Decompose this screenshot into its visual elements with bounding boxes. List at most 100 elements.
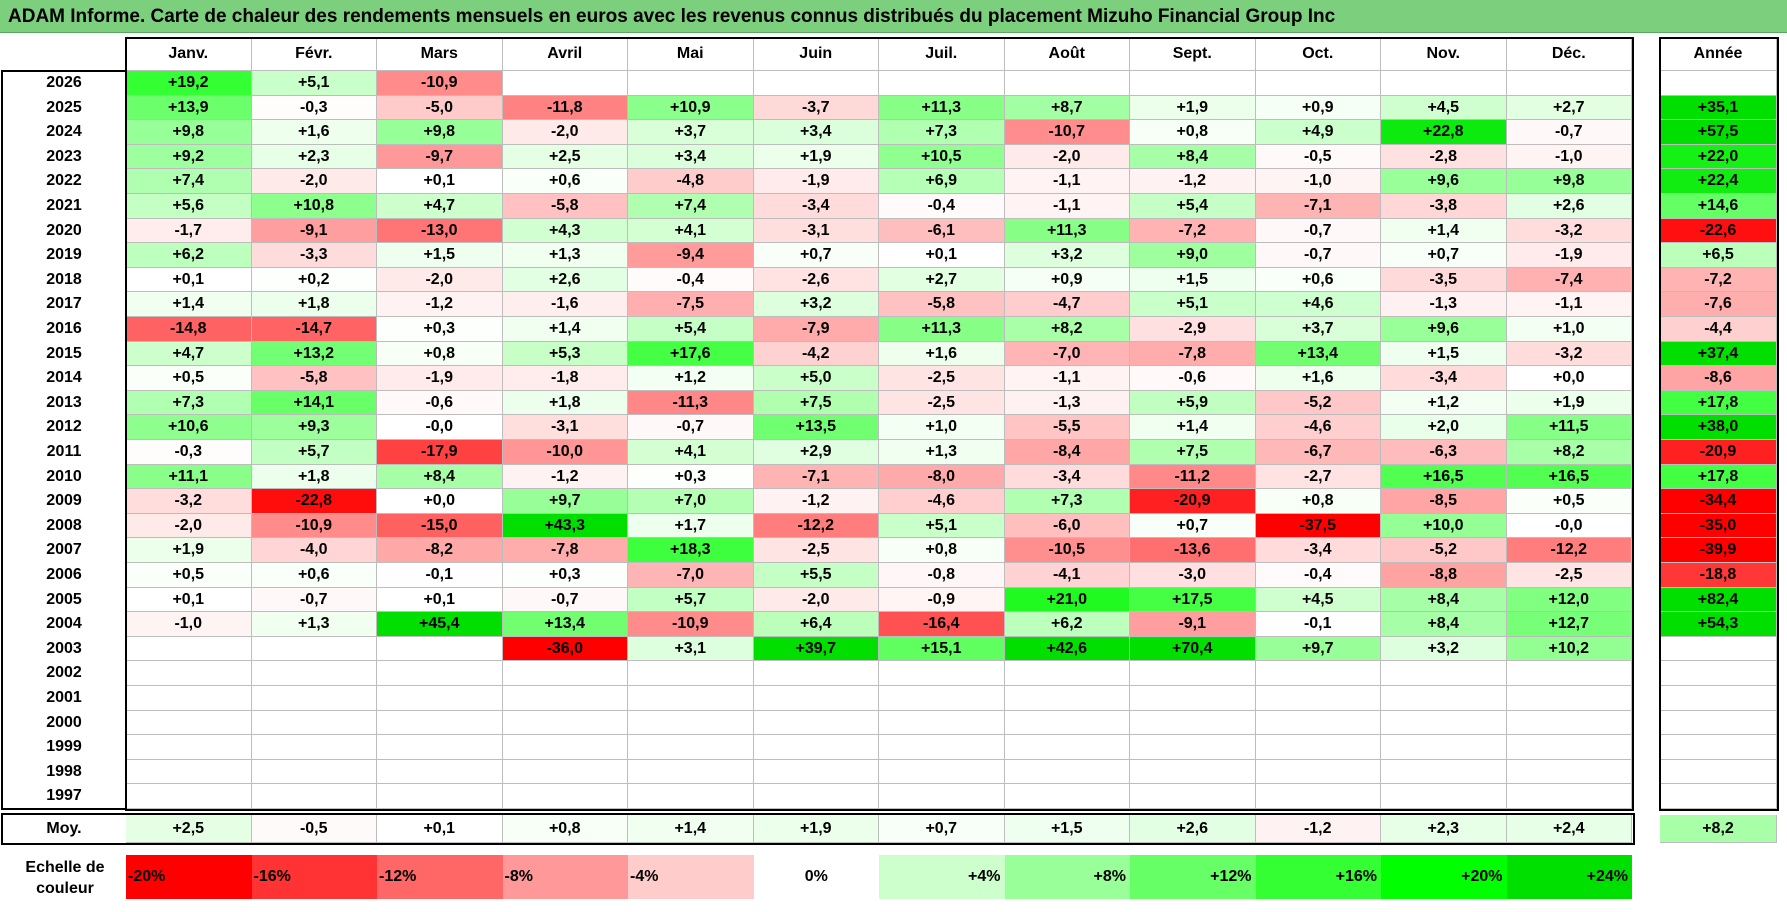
heatmap-cell: +0,3 — [628, 464, 754, 490]
heatmap-cell: -3,4 — [1255, 538, 1381, 563]
heatmap-cell: +4,1 — [628, 440, 754, 465]
heatmap-cell: +0,9 — [1004, 267, 1130, 293]
heatmap-cell: -2,0 — [377, 267, 503, 293]
heatmap-cell: -0,3 — [126, 440, 252, 465]
heatmap-cell — [879, 735, 1005, 760]
heatmap-cell — [1130, 71, 1256, 96]
heatmap-cell — [1506, 661, 1632, 686]
heatmap-cell: +1,6 — [879, 341, 1005, 367]
heatmap-cell: +10,0 — [1381, 513, 1507, 539]
average-cell: +1,5 — [1004, 815, 1130, 843]
heatmap-cell: +0,7 — [1130, 513, 1256, 539]
heatmap-cell — [1130, 735, 1256, 760]
heatmap-cell: -0,0 — [1506, 513, 1632, 539]
annual-cell: -7,2 — [1660, 267, 1777, 293]
heatmap-cell — [628, 784, 754, 809]
heatmap-cell: -0,7 — [628, 415, 754, 440]
heatmap-cell: -1,8 — [502, 366, 628, 391]
year-label: 2009 — [46, 492, 82, 510]
heatmap-cell: -8,5 — [1381, 489, 1507, 514]
heatmap-cell: -11,3 — [628, 390, 754, 416]
heatmap-cell — [628, 71, 754, 96]
heatmap-cell: -7,0 — [628, 563, 754, 588]
heatmap-cell: +13,2 — [251, 341, 377, 367]
year-label: 2022 — [46, 172, 82, 190]
heatmap-cell: -3,5 — [1381, 267, 1507, 293]
heatmap-cell: +8,2 — [1004, 317, 1130, 342]
annual-cell — [1660, 661, 1777, 686]
heatmap-cell: -1,2 — [502, 464, 628, 490]
heatmap-cell: +2,7 — [1506, 95, 1632, 121]
scale-cell: +8% — [1004, 855, 1130, 899]
heatmap-cell: -0,5 — [1255, 144, 1381, 170]
heatmap-cell: +42,6 — [1004, 636, 1130, 662]
heatmap-cell: +4,1 — [628, 218, 754, 244]
annual-cell: +82,4 — [1660, 587, 1777, 613]
heatmap-cell: +1,4 — [1381, 218, 1507, 244]
heatmap-cell: -0,7 — [1506, 120, 1632, 145]
year-label: 2012 — [46, 418, 82, 436]
heatmap-cell: -0,0 — [377, 415, 503, 440]
heatmap-cell: +45,4 — [377, 612, 503, 637]
heatmap-cell: -0,7 — [251, 587, 377, 613]
heatmap-cell: -1,9 — [377, 366, 503, 391]
scale-label: Echelle de couleur — [25, 859, 105, 897]
heatmap-cell: -0,6 — [377, 390, 503, 416]
heatmap-cell: -1,3 — [1381, 292, 1507, 317]
heatmap-cell: -1,2 — [377, 292, 503, 317]
heatmap-cell: -1,6 — [502, 292, 628, 317]
heatmap-cell: +17,5 — [1130, 587, 1256, 613]
heatmap-cell: +7,3 — [126, 390, 252, 416]
heatmap-cell: -13,6 — [1130, 538, 1256, 563]
heatmap-cell — [377, 661, 503, 686]
heatmap-cell: +9,2 — [126, 144, 252, 170]
heatmap-cell: -6,7 — [1255, 440, 1381, 465]
heatmap-cell — [502, 735, 628, 760]
heatmap-cell: +0,0 — [377, 489, 503, 514]
annual-cell: -39,9 — [1660, 538, 1777, 563]
heatmap-cell: +3,2 — [1381, 636, 1507, 662]
heatmap-cell: -4,1 — [1004, 563, 1130, 588]
average-cell: +0,8 — [502, 815, 628, 843]
year-label: 2002 — [46, 664, 82, 682]
heatmap-cell: +11,3 — [879, 95, 1005, 121]
heatmap-cell: -14,8 — [126, 317, 252, 342]
heatmap-cell: +8,4 — [1381, 612, 1507, 637]
scale-cell: +4% — [879, 855, 1005, 899]
heatmap-cell: -1,1 — [1004, 194, 1130, 219]
heatmap-cell — [1004, 759, 1130, 785]
heatmap-cell: -0,9 — [879, 587, 1005, 613]
heatmap-cell: -7,8 — [502, 538, 628, 563]
heatmap-cell — [1004, 71, 1130, 96]
heatmap-cell: -0,7 — [1255, 218, 1381, 244]
heatmap-cell: -10,0 — [502, 440, 628, 465]
heatmap-cell: -5,8 — [879, 292, 1005, 317]
scale-cell: -8% — [502, 855, 628, 899]
heatmap-cell: +0,3 — [502, 563, 628, 588]
year-label: 1999 — [46, 738, 82, 756]
heatmap-cell: +1,4 — [126, 292, 252, 317]
heatmap-cell — [502, 759, 628, 785]
annual-cell: -35,0 — [1660, 513, 1777, 539]
heatmap-cell — [377, 735, 503, 760]
heatmap-cell: +13,5 — [753, 415, 879, 440]
scale-cell: -4% — [628, 855, 754, 899]
heatmap-cell — [1004, 686, 1130, 711]
heatmap-cell — [753, 71, 879, 96]
heatmap-cell: +4,6 — [1255, 292, 1381, 317]
heatmap-cell: +2,7 — [879, 267, 1005, 293]
heatmap-cell: +8,4 — [1381, 587, 1507, 613]
average-cell: +1,9 — [753, 815, 879, 843]
heatmap-cell: +6,2 — [126, 243, 252, 268]
heatmap-cell — [1506, 686, 1632, 711]
heatmap-cell: -4,8 — [628, 169, 754, 194]
heatmap-cell: +0,1 — [879, 243, 1005, 268]
heatmap-cell: +7,3 — [879, 120, 1005, 145]
heatmap-cell: -2,5 — [753, 538, 879, 563]
heatmap-cell: -2,0 — [1004, 144, 1130, 170]
heatmap-cell: -1,3 — [1004, 390, 1130, 416]
heatmap-cell — [1255, 759, 1381, 785]
annual-cell: -7,6 — [1660, 292, 1777, 317]
heatmap-cell: -7,0 — [1004, 341, 1130, 367]
